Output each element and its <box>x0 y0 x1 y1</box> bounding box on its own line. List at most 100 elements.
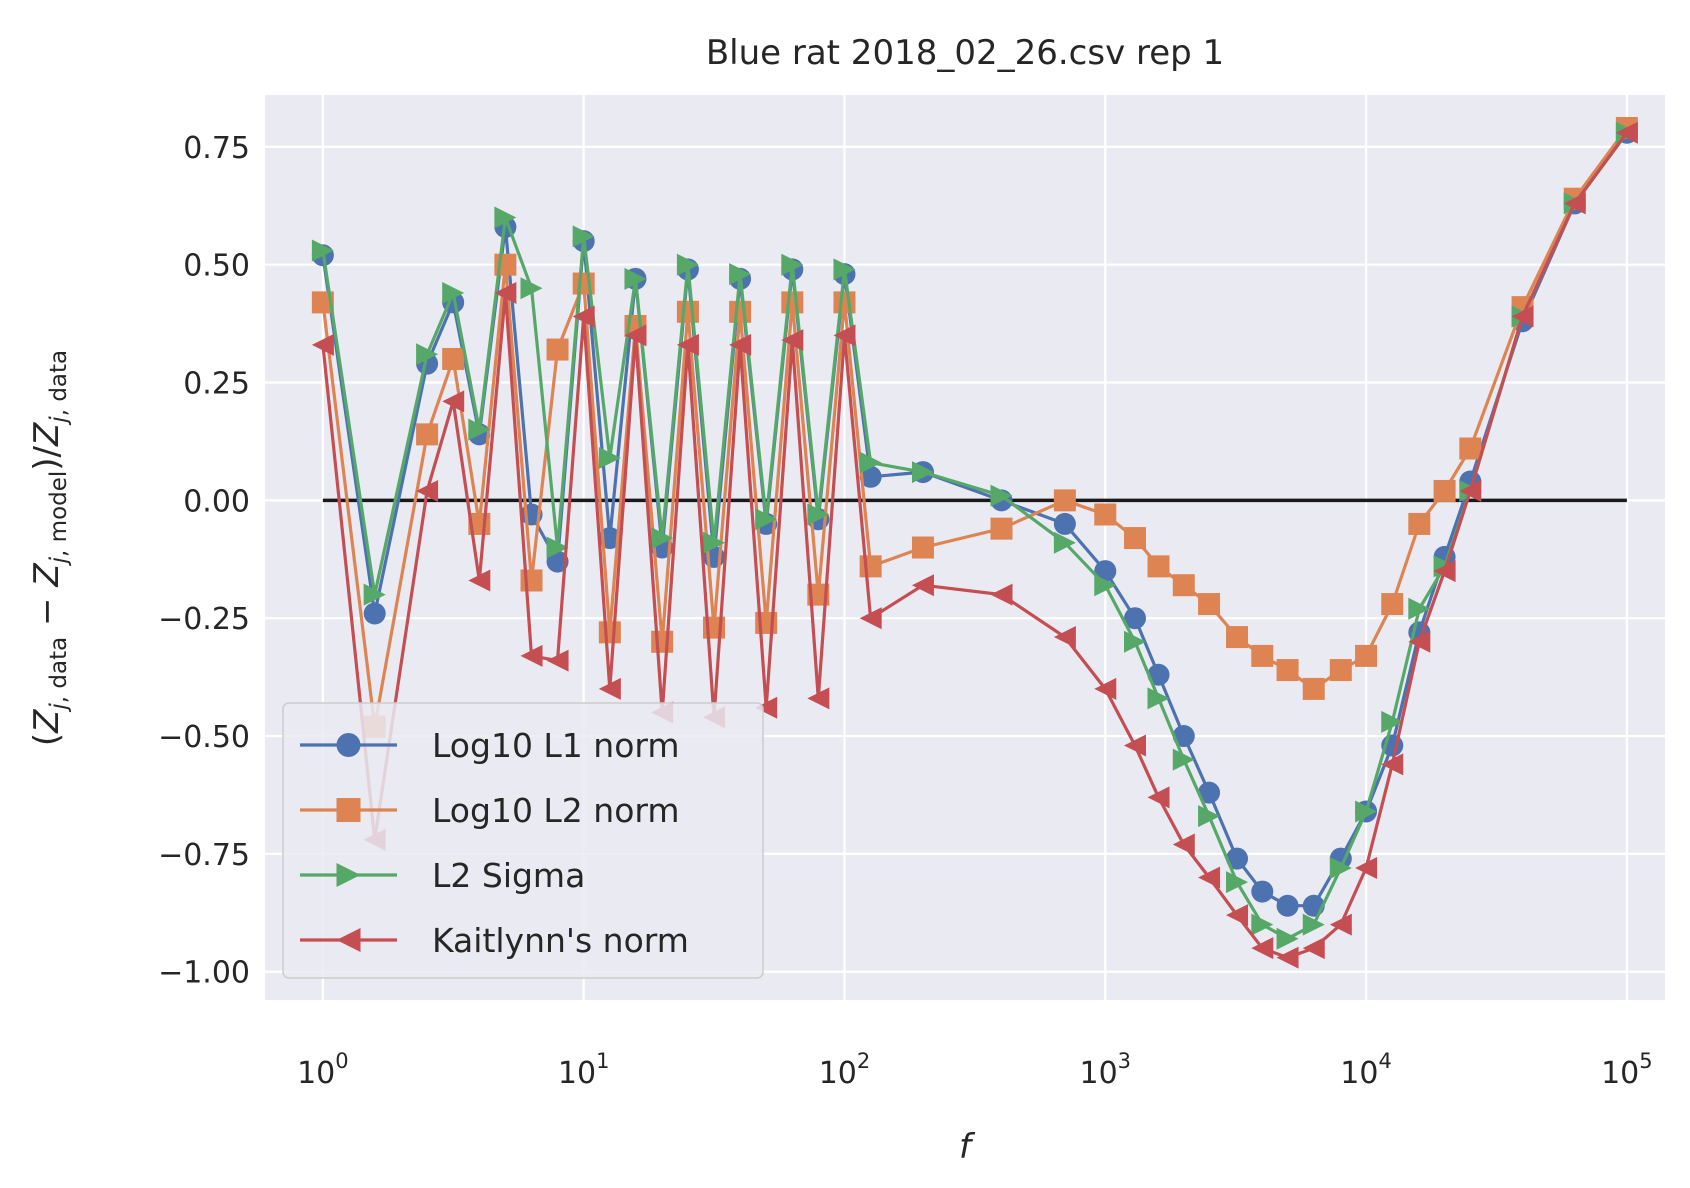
data-point <box>1251 937 1274 960</box>
data-point <box>911 536 934 559</box>
data-point <box>1381 593 1404 616</box>
data-point <box>1276 946 1299 969</box>
data-point <box>676 253 699 276</box>
data-point <box>572 305 595 328</box>
data-point <box>859 607 882 630</box>
data-point <box>546 649 569 672</box>
data-point <box>1147 555 1170 578</box>
legend-marker <box>336 863 361 887</box>
data-point <box>572 225 595 248</box>
data-point <box>1053 626 1076 649</box>
x-tick-label: 104 <box>1340 1049 1392 1091</box>
x-tick-label: 105 <box>1601 1049 1653 1091</box>
data-point <box>1123 630 1146 653</box>
y-tick-label: −0.75 <box>158 838 250 873</box>
data-point <box>363 583 386 606</box>
y-tick-label: 0.75 <box>183 131 250 166</box>
data-point <box>1251 644 1274 667</box>
data-point <box>676 333 699 356</box>
data-point <box>1615 121 1638 144</box>
data-point <box>416 343 439 366</box>
data-point <box>729 263 752 286</box>
data-point <box>1381 710 1404 733</box>
series-group <box>311 116 1638 969</box>
chart-title: Blue rat 2018_02_26.csv rep 1 <box>706 33 1224 73</box>
data-point <box>1251 880 1274 903</box>
y-tick-label: −0.25 <box>158 602 250 637</box>
data-point <box>520 569 543 592</box>
data-point <box>416 479 439 502</box>
data-point <box>833 258 856 281</box>
data-point <box>598 677 621 700</box>
legend-marker <box>336 798 361 822</box>
data-point <box>1302 913 1325 936</box>
data-point <box>1172 833 1195 856</box>
legend-box <box>282 702 764 979</box>
data-point <box>1329 659 1352 682</box>
data-point <box>1459 479 1482 502</box>
data-point <box>651 527 674 550</box>
data-point <box>624 324 647 347</box>
data-point <box>1408 630 1431 653</box>
data-point <box>1053 489 1076 512</box>
data-point <box>1226 847 1249 870</box>
data-point <box>1459 437 1482 460</box>
data-point <box>442 347 465 370</box>
data-point <box>1198 781 1221 804</box>
x-tick-label: 100 <box>297 1049 349 1091</box>
x-tick-label: 103 <box>1079 1049 1131 1091</box>
data-point <box>1408 597 1431 620</box>
data-point <box>1172 748 1195 771</box>
data-point <box>990 583 1013 606</box>
data-point <box>807 687 830 710</box>
data-point <box>755 508 778 531</box>
data-point <box>859 555 882 578</box>
y-tick-label: −1.00 <box>158 956 250 991</box>
data-point <box>859 465 882 488</box>
data-point <box>1302 937 1325 960</box>
y-tick-label: 0.50 <box>183 249 250 284</box>
data-point <box>911 461 934 484</box>
data-point <box>1276 659 1299 682</box>
data-point <box>363 602 386 625</box>
data-point <box>520 644 543 667</box>
legend-marker <box>336 733 361 757</box>
x-tick-label: 101 <box>558 1049 610 1091</box>
x-tick-label: 102 <box>819 1049 871 1091</box>
data-point <box>859 451 882 474</box>
data-point <box>1123 607 1146 630</box>
data-point <box>546 338 569 361</box>
data-point <box>1355 800 1378 823</box>
data-point <box>311 239 334 262</box>
legend-label: L2 Sigma <box>432 856 585 895</box>
data-point <box>520 277 543 300</box>
data-point <box>1053 512 1076 535</box>
data-point <box>1147 786 1170 809</box>
data-point <box>1147 687 1170 710</box>
legend-item: Log10 L1 norm <box>300 726 680 765</box>
data-point <box>729 300 752 323</box>
data-point <box>1053 531 1076 554</box>
data-point <box>1198 805 1221 828</box>
data-point <box>1511 305 1534 328</box>
data-point <box>1355 857 1378 880</box>
data-point <box>729 333 752 356</box>
data-point <box>468 569 491 592</box>
data-point <box>1276 927 1299 950</box>
data-point <box>1094 677 1117 700</box>
data-point <box>1251 913 1274 936</box>
data-point <box>807 503 830 526</box>
legend-marker <box>336 928 361 952</box>
legend-label: Kaitlynn's norm <box>432 921 689 960</box>
y-tick-label: 0.00 <box>183 484 250 519</box>
data-point <box>442 390 465 413</box>
data-point <box>1094 503 1117 526</box>
legend-label: Log10 L2 norm <box>432 791 680 830</box>
data-point <box>1381 753 1404 776</box>
legend-item: L2 Sigma <box>300 856 585 895</box>
y-tick-label: 0.25 <box>183 367 250 402</box>
data-point <box>1123 527 1146 550</box>
data-point <box>990 517 1013 540</box>
data-point <box>1226 871 1249 894</box>
